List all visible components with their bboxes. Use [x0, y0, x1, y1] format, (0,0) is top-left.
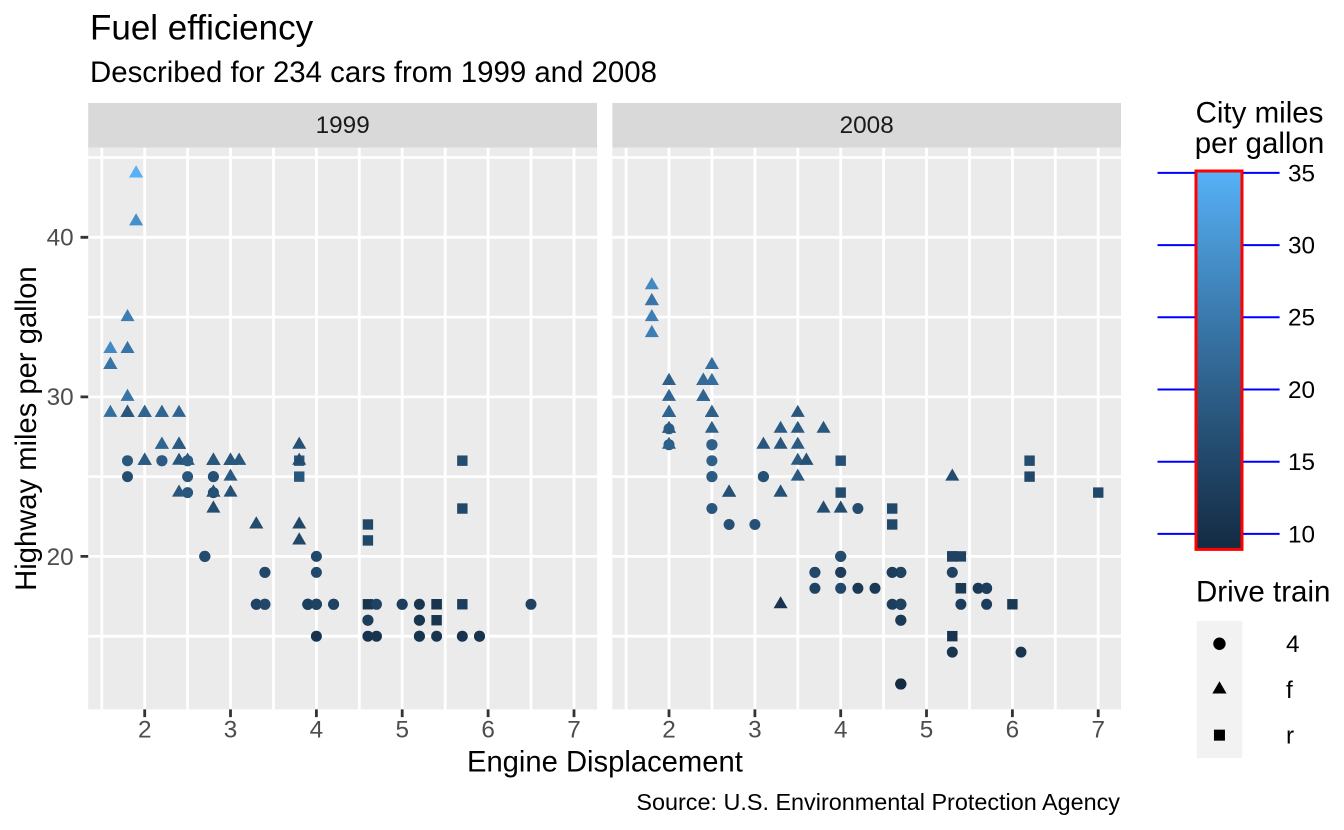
- svg-text:20: 20: [47, 544, 74, 571]
- svg-text:1999: 1999: [316, 112, 370, 139]
- svg-text:Fuel efficiency: Fuel efficiency: [90, 8, 314, 47]
- svg-text:5: 5: [920, 717, 934, 744]
- svg-text:f: f: [1286, 677, 1293, 704]
- svg-text:3: 3: [224, 717, 238, 744]
- svg-text:30: 30: [47, 384, 74, 411]
- svg-text:40: 40: [47, 225, 74, 252]
- svg-text:3: 3: [748, 717, 762, 744]
- svg-text:20: 20: [1288, 377, 1315, 404]
- svg-text:City miles: City miles: [1196, 96, 1324, 129]
- svg-text:r: r: [1286, 723, 1294, 750]
- svg-text:25: 25: [1288, 305, 1315, 332]
- svg-text:Drive train: Drive train: [1196, 576, 1330, 609]
- svg-text:15: 15: [1288, 449, 1315, 476]
- svg-text:4: 4: [310, 717, 324, 744]
- svg-text:Engine Displacement: Engine Displacement: [467, 746, 743, 778]
- svg-text:30: 30: [1288, 233, 1315, 260]
- svg-text:7: 7: [1091, 717, 1105, 744]
- svg-text:10: 10: [1288, 521, 1315, 548]
- svg-text:2: 2: [662, 717, 676, 744]
- svg-text:2: 2: [138, 717, 152, 744]
- svg-text:Described for 234 cars from 19: Described for 234 cars from 1999 and 200…: [90, 56, 657, 89]
- svg-text:per gallon: per gallon: [1195, 127, 1325, 160]
- svg-text:7: 7: [567, 717, 581, 744]
- svg-text:35: 35: [1288, 160, 1315, 187]
- svg-text:4: 4: [834, 717, 848, 744]
- svg-text:4: 4: [1286, 631, 1300, 658]
- svg-text:Highway miles per gallon: Highway miles per gallon: [11, 266, 43, 590]
- svg-text:6: 6: [1006, 717, 1020, 744]
- svg-text:Source: U.S. Environmental Pro: Source: U.S. Environmental Protection Ag…: [636, 789, 1120, 815]
- svg-text:6: 6: [481, 717, 495, 744]
- svg-text:2008: 2008: [840, 112, 894, 139]
- svg-text:5: 5: [395, 717, 409, 744]
